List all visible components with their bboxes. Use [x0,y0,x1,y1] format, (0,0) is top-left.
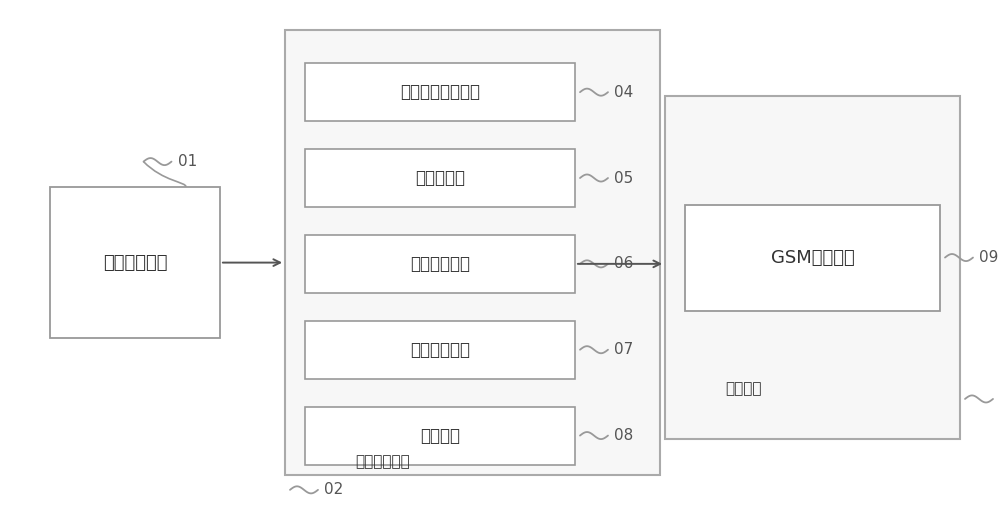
Text: 05: 05 [614,171,633,185]
Text: 02: 02 [324,482,343,497]
Text: 存储模块: 存储模块 [420,427,460,444]
Bar [285,30,660,475]
Text: 故障诊断模块: 故障诊断模块 [355,454,410,470]
Text: 08: 08 [614,428,633,443]
Text: 故障数据库: 故障数据库 [415,169,465,187]
Bar [665,96,960,439]
Text: 故障检测模块: 故障检测模块 [103,254,167,272]
Text: 故障判断模块: 故障判断模块 [410,255,470,273]
Text: 01: 01 [178,154,197,169]
Text: GSM短信模块: GSM短信模块 [771,248,854,267]
Text: 07: 07 [614,342,633,357]
Text: 报警模块: 报警模块 [725,381,762,396]
Bar [305,235,575,293]
Text: 04: 04 [614,85,633,99]
Bar [305,63,575,121]
Text: 06: 06 [614,257,633,271]
Bar [685,205,940,311]
Text: 故障信息接收模块: 故障信息接收模块 [400,83,480,101]
Bar [305,407,575,465]
Text: 09: 09 [979,250,998,265]
Bar [305,149,575,207]
Text: 03: 03 [999,391,1000,407]
Text: 故障评价模块: 故障评价模块 [410,341,470,359]
Bar [50,187,220,338]
Bar [305,321,575,379]
